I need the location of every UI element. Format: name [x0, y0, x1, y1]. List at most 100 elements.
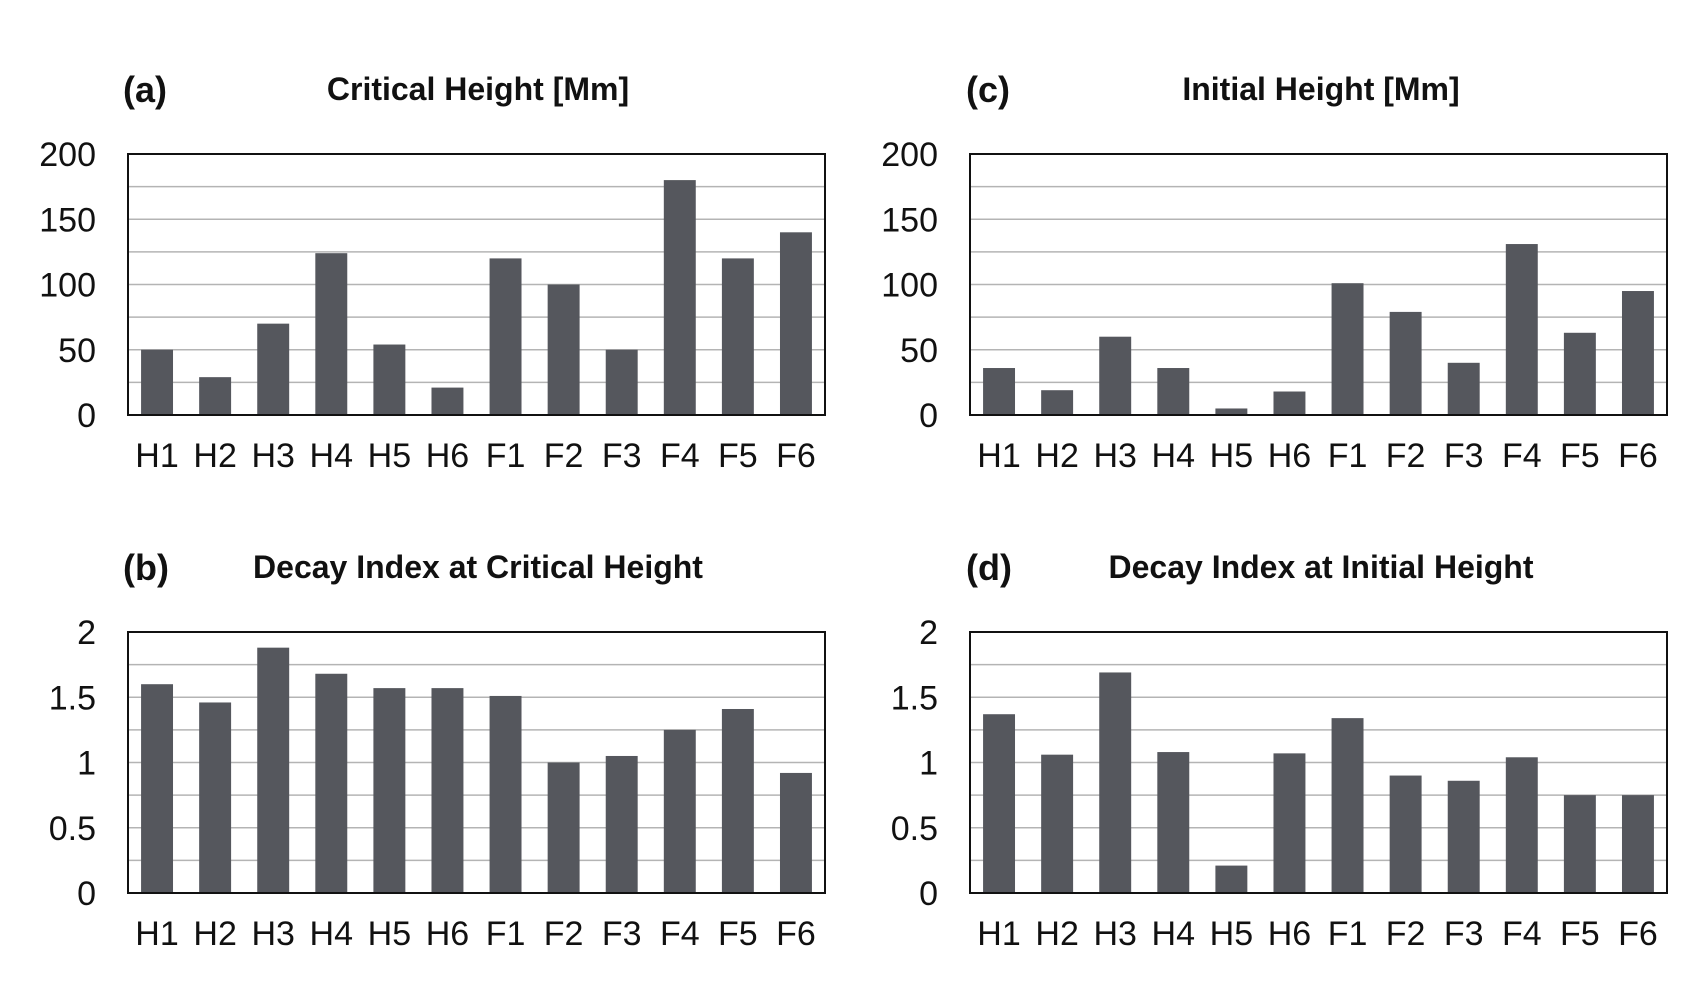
x-tick-label: F3 [602, 437, 642, 475]
bar-f2 [547, 762, 580, 893]
y-tick-label: 2 [77, 614, 96, 652]
bar-f1 [489, 258, 522, 415]
x-tick-label: F6 [776, 915, 816, 953]
x-tick-label: F4 [660, 437, 700, 475]
bar-h5 [1215, 865, 1248, 893]
x-tick-label: H4 [1152, 437, 1195, 475]
y-tick-label: 2 [919, 614, 938, 652]
x-tick-label: H3 [1093, 915, 1136, 953]
bar-h5 [1215, 408, 1248, 415]
y-tick-label: 0 [919, 397, 938, 435]
y-tick-label: 50 [58, 332, 96, 370]
x-tick-label: H5 [1210, 437, 1253, 475]
y-tick-label: 0 [77, 875, 96, 913]
bar-h6 [1273, 391, 1306, 415]
x-tick-label: H6 [1268, 915, 1311, 953]
y-tick-label: 100 [881, 267, 938, 305]
bar-h6 [1273, 753, 1306, 893]
x-tick-label: F1 [1328, 437, 1368, 475]
bar-f3 [1447, 362, 1480, 415]
y-tick-label: 0.5 [49, 810, 96, 848]
bar-h3 [257, 323, 290, 415]
x-tick-label: H2 [193, 437, 236, 475]
bar-f1 [1331, 718, 1364, 893]
x-tick-label: H6 [1268, 437, 1311, 475]
x-tick-label: H1 [135, 437, 178, 475]
x-tick-label: F2 [1386, 915, 1426, 953]
x-tick-label: H5 [1210, 915, 1253, 953]
bar-f2 [547, 284, 580, 415]
y-tick-label: 200 [39, 136, 96, 174]
bar-h5 [373, 688, 406, 893]
y-tick-label: 1 [919, 745, 938, 783]
bar-h1 [141, 684, 174, 893]
x-tick-label: H4 [310, 437, 353, 475]
y-tick-label: 150 [39, 201, 96, 239]
chart-title: Initial Height [Mm] [1182, 71, 1459, 107]
chart-decay-index-critical-height: (b) Decay Index at Critical Height 0 0.5 1 1.… [49, 547, 826, 953]
plot-frame [127, 153, 826, 416]
x-tick-label: H5 [368, 915, 411, 953]
x-tick-label: F1 [1328, 915, 1368, 953]
x-tick-label: F1 [486, 915, 526, 953]
bar-f6 [1621, 795, 1654, 893]
y-tick-label: 1 [77, 745, 96, 783]
bar-f4 [1505, 757, 1538, 893]
chart-title: Critical Height [Mm] [327, 71, 629, 107]
x-tick-label: F2 [544, 915, 584, 953]
y-tick-label: 200 [881, 136, 938, 174]
x-tick-label: H2 [1035, 437, 1078, 475]
x-tick-label: H4 [1152, 915, 1195, 953]
y-tick-label: 50 [900, 332, 938, 370]
bar-h3 [1099, 672, 1132, 893]
bar-f5 [721, 708, 754, 893]
bar-f1 [489, 695, 522, 893]
bar-f2 [1389, 775, 1422, 893]
panel-label: (c) [966, 69, 1010, 110]
bar-f6 [779, 232, 812, 415]
bar-f6 [1621, 291, 1654, 415]
plot-frame [127, 631, 826, 894]
y-tick-label: 1.5 [49, 679, 96, 717]
x-tick-label: H6 [426, 915, 469, 953]
bar-h6 [431, 688, 464, 893]
x-tick-label: H1 [977, 437, 1020, 475]
x-tick-label: F4 [1502, 915, 1542, 953]
bar-h2 [1041, 390, 1074, 415]
x-tick-label: F2 [1386, 437, 1426, 475]
bar-f4 [663, 729, 696, 893]
y-tick-label: 0 [77, 397, 96, 435]
y-tick-label: 1.5 [891, 679, 938, 717]
bar-f4 [663, 180, 696, 415]
bar-f5 [1563, 795, 1596, 893]
x-tick-label: F3 [1444, 915, 1484, 953]
bar-h2 [199, 702, 232, 893]
bar-h3 [1099, 336, 1132, 415]
x-tick-label: H1 [977, 915, 1020, 953]
plot-frame [969, 153, 1668, 416]
y-tick-label: 0 [919, 875, 938, 913]
bar-h4 [315, 253, 348, 415]
x-tick-label: F6 [1618, 437, 1658, 475]
x-tick-label: F2 [544, 437, 584, 475]
bar-h1 [141, 349, 174, 415]
bar-f4 [1505, 244, 1538, 415]
x-tick-label: H1 [135, 915, 178, 953]
x-tick-label: F4 [1502, 437, 1542, 475]
x-tick-label: F6 [776, 437, 816, 475]
panel-label: (b) [123, 547, 169, 588]
x-tick-label: F3 [602, 915, 642, 953]
bar-h2 [199, 377, 232, 415]
chart-title: Decay Index at Critical Height [253, 549, 703, 585]
bar-h3 [257, 647, 290, 893]
bar-h1 [983, 714, 1016, 893]
bar-h5 [373, 344, 406, 415]
bar-f3 [1447, 780, 1480, 893]
chart-decay-index-initial-height: (d) Decay Index at Initial Height 0 0.5 1 1.5… [891, 547, 1668, 953]
x-tick-label: H3 [251, 915, 294, 953]
chart-initial-height: (c) Initial Height [Mm] 0 50 100 150 200 H1 H2 H3… [881, 69, 1668, 475]
bar-h4 [1157, 368, 1190, 415]
bar-f2 [1389, 311, 1422, 415]
x-tick-label: F1 [486, 437, 526, 475]
